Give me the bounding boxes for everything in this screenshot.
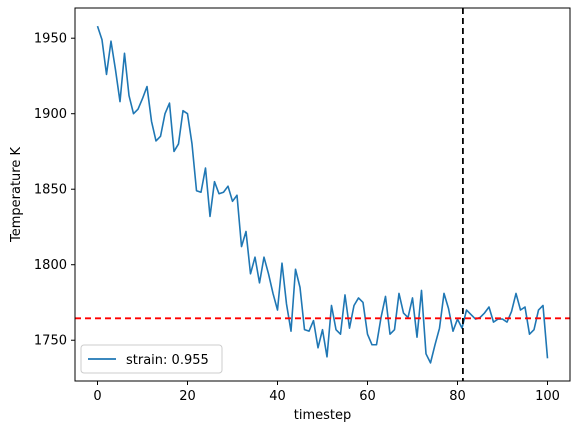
x-tick-label: 0 bbox=[93, 389, 101, 404]
x-tick-label: 80 bbox=[449, 389, 466, 404]
reference-lines bbox=[75, 8, 570, 381]
y-tick-label: 1850 bbox=[34, 183, 67, 198]
plot-layer bbox=[96, 25, 549, 364]
series-line-0 bbox=[96, 25, 549, 364]
x-tick-label: 20 bbox=[179, 389, 196, 404]
y-axis-label: Temperature K bbox=[9, 147, 24, 243]
y-tick-label: 1800 bbox=[34, 258, 67, 273]
y-tick-label: 1950 bbox=[34, 32, 67, 47]
x-tick-label: 40 bbox=[269, 389, 286, 404]
y-tick-label: 1750 bbox=[34, 334, 67, 349]
legend-box bbox=[80, 344, 223, 374]
x-tick-label: 100 bbox=[535, 389, 560, 404]
plot-frame bbox=[74, 7, 571, 382]
x-axis-label: timestep bbox=[294, 408, 352, 423]
axes bbox=[74, 7, 571, 382]
x-tick-label: 60 bbox=[359, 389, 376, 404]
ticks: 0 20 40 60 80 100 1750 1800 1850 1900 1950 bbox=[34, 32, 560, 404]
legend-label: strain: 0.955 bbox=[126, 353, 209, 368]
legend: strain: 0.955 bbox=[80, 344, 223, 374]
y-tick-label: 1900 bbox=[34, 107, 67, 122]
